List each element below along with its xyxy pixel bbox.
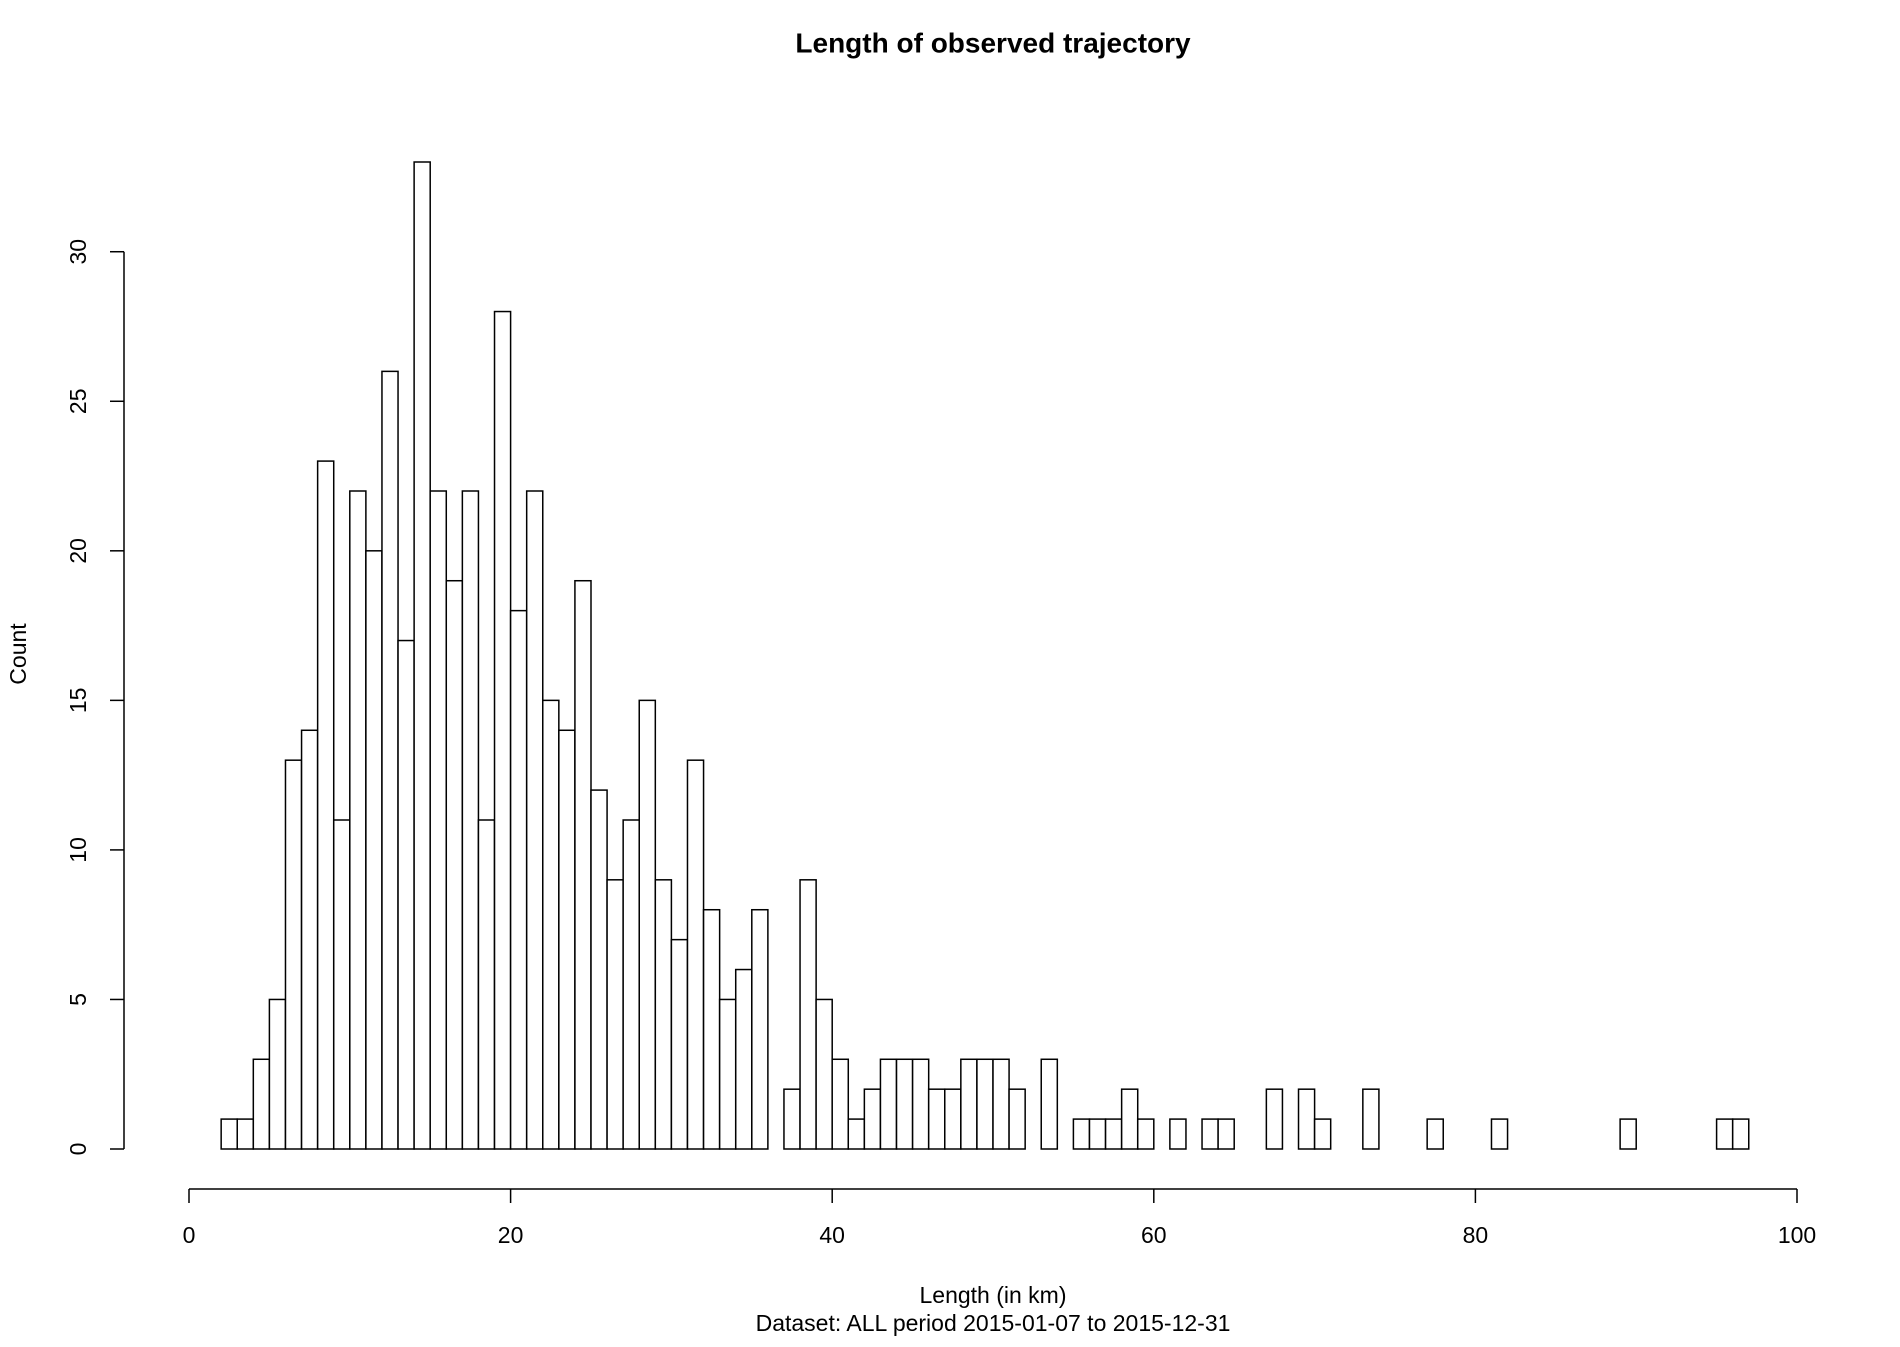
bar [574, 579, 592, 1150]
bar [268, 998, 287, 1150]
bar [815, 998, 833, 1150]
bar [1040, 1058, 1059, 1150]
bar [1426, 1118, 1444, 1150]
bar [1313, 1118, 1332, 1150]
bar [831, 1058, 850, 1150]
subtitle: Dataset: ALL period 2015-01-07 to 2015-1… [756, 1310, 1231, 1336]
bar [960, 1058, 978, 1150]
y-tick-label: 5 [65, 993, 91, 1006]
bar [751, 908, 769, 1150]
bar [622, 819, 640, 1150]
bar [799, 879, 817, 1150]
bar [252, 1058, 271, 1150]
bar [493, 310, 512, 1150]
bar [670, 938, 689, 1150]
bar [300, 729, 319, 1150]
bar [542, 699, 560, 1150]
bar [895, 1058, 914, 1150]
bar [1217, 1118, 1235, 1150]
y-tick-label: 30 [65, 239, 91, 265]
bar [1169, 1118, 1187, 1150]
bar [236, 1118, 255, 1150]
bar [1490, 1118, 1509, 1150]
bar [1201, 1118, 1219, 1150]
bar [445, 579, 464, 1150]
y-tick-label: 20 [65, 538, 91, 564]
bar [525, 490, 544, 1150]
chart-title: Length of observed trajectory [795, 27, 1191, 58]
bar [911, 1058, 930, 1150]
bar [927, 1088, 946, 1150]
y-axis-label: Count [5, 623, 31, 685]
bar [461, 490, 480, 1150]
bar [944, 1088, 962, 1150]
bar [847, 1118, 866, 1150]
bar [686, 759, 705, 1150]
bar [1072, 1118, 1091, 1150]
bar [1619, 1118, 1637, 1150]
bar [1088, 1118, 1107, 1150]
bar [1362, 1088, 1380, 1150]
bar [316, 460, 335, 1150]
x-tick-label: 40 [819, 1222, 845, 1248]
bar [220, 1118, 238, 1150]
bar [1104, 1118, 1123, 1150]
bar [509, 609, 528, 1150]
x-tick-label: 60 [1141, 1222, 1167, 1248]
bar [1715, 1118, 1734, 1150]
bar [879, 1058, 898, 1150]
bar [1731, 1118, 1750, 1150]
x-axis-label: Length (in km) [919, 1282, 1066, 1308]
bar [590, 789, 608, 1150]
x-tick-label: 80 [1463, 1222, 1489, 1248]
bar [702, 908, 721, 1150]
bar [332, 819, 351, 1150]
bar [783, 1088, 801, 1150]
bar [284, 759, 303, 1150]
bar [1265, 1088, 1284, 1150]
bar [413, 161, 431, 1150]
bar [558, 729, 576, 1150]
bar [992, 1058, 1010, 1150]
bar [734, 968, 753, 1150]
y-tick-label: 25 [65, 388, 91, 414]
bar [365, 550, 383, 1150]
bar [606, 879, 624, 1150]
bar [638, 699, 657, 1150]
bar [429, 490, 448, 1150]
y-tick-label: 0 [65, 1143, 91, 1156]
bar [381, 370, 399, 1150]
bar [654, 879, 673, 1150]
x-tick-label: 0 [183, 1222, 196, 1248]
bar [349, 490, 367, 1150]
y-tick-label: 15 [65, 688, 91, 714]
bar [718, 998, 737, 1150]
bar [1120, 1088, 1139, 1150]
y-tick-label: 10 [65, 837, 91, 863]
bar [1008, 1088, 1026, 1150]
bar [1297, 1088, 1316, 1150]
bar [863, 1088, 882, 1150]
bar [477, 819, 496, 1150]
bar [976, 1058, 994, 1150]
bar [1136, 1118, 1155, 1150]
bar [397, 639, 415, 1150]
x-tick-label: 100 [1778, 1222, 1816, 1248]
x-tick-label: 20 [498, 1222, 524, 1248]
